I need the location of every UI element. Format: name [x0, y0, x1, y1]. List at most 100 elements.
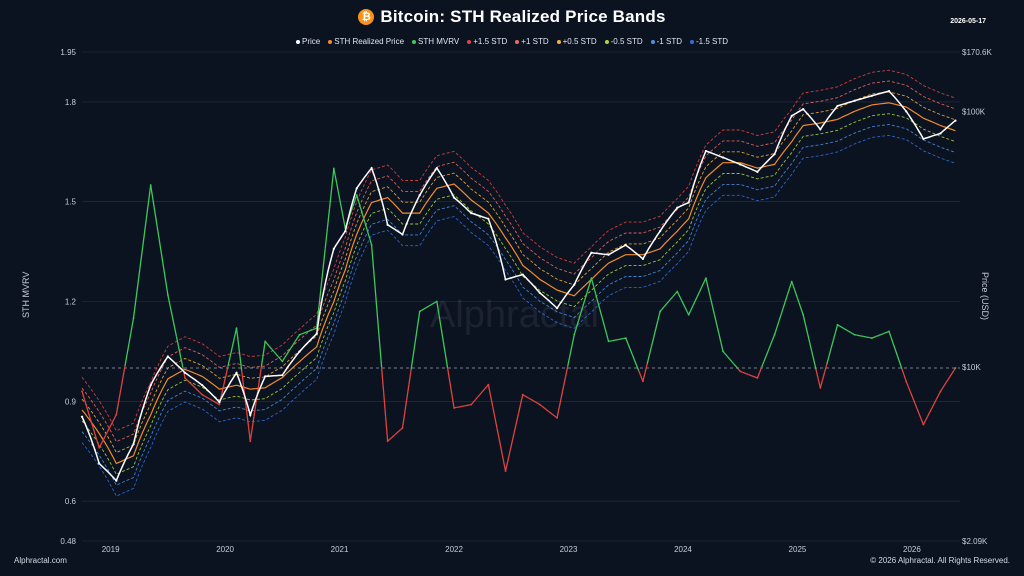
sth-mvrv-segment: [705, 278, 709, 288]
sth-mvrv-segment: [817, 378, 821, 389]
sth-mvrv-segment: [421, 308, 425, 311]
price-point: [315, 332, 318, 335]
sth-mvrv-segment: [268, 345, 273, 350]
sth-mvrv-segment: [795, 293, 799, 299]
sth-mvrv-segment: [556, 407, 560, 419]
sth-mvrv-segment: [668, 298, 672, 302]
left-axis-ticks: 1.95 1.8 1.5 1.2 0.9 0.6 0.48: [60, 48, 76, 546]
sth-mvrv-segment: [735, 365, 739, 370]
sth-mvrv-segment: [707, 287, 711, 297]
left-tick-label: 0.48: [60, 537, 76, 546]
left-tick-label: 0.9: [65, 397, 77, 406]
sth-mvrv-segment: [899, 362, 903, 370]
legend-item: STH Realized Price: [328, 37, 404, 46]
sth-mvrv-point: [521, 393, 524, 396]
legend-swatch: [515, 39, 520, 44]
sth-mvrv-segment: [590, 278, 595, 287]
sth-mvrv-segment: [231, 337, 236, 348]
sth-mvrv-segment: [680, 299, 684, 304]
sth-mvrv-segment: [533, 400, 536, 403]
sth-mvrv-segment: [519, 394, 524, 405]
legend-swatch: [650, 39, 655, 44]
sth-mvrv-segment: [188, 381, 192, 385]
sth-mvrv-segment: [949, 373, 953, 378]
sth-mvrv-segment: [477, 394, 481, 398]
sth-mvrv-point: [954, 367, 957, 369]
sth-mvrv-segment: [410, 355, 414, 370]
band-plus-1-5-std: [81, 69, 956, 432]
sth-mvrv-segment: [731, 360, 735, 365]
sth-mvrv-point: [504, 470, 507, 473]
sth-mvrv-segment: [543, 407, 547, 411]
sth-mvrv-point: [676, 290, 679, 293]
sth-mvrv-segment: [244, 398, 248, 414]
sth-mvrv-segment: [709, 296, 713, 306]
price-point: [887, 89, 891, 93]
sth-mvrv-segment: [541, 405, 545, 409]
sth-mvrv-segment: [483, 386, 487, 391]
sth-mvrv-segment: [361, 213, 365, 221]
sth-mvrv-segment: [143, 218, 148, 236]
sth-mvrv-segment: [158, 239, 163, 254]
sth-mvrv-point: [235, 327, 238, 330]
sth-mvrv-segment: [567, 355, 571, 367]
price-point: [149, 384, 152, 387]
price-point: [836, 104, 839, 108]
sth-mvrv-segment: [824, 364, 828, 373]
sth-mvrv-segment: [845, 329, 849, 332]
sth-mvrv-segment: [412, 340, 417, 356]
sth-mvrv-segment: [326, 208, 331, 229]
sth-mvrv-segment: [406, 384, 410, 399]
sth-mvrv-segment: [500, 449, 505, 461]
sth-mvrv-segment: [394, 432, 398, 436]
sth-mvrv-segment: [931, 403, 935, 409]
sth-mvrv-segment: [811, 351, 815, 361]
sth-mvrv-segment: [487, 384, 492, 396]
legend-label: +1 STD: [521, 37, 549, 46]
sth-mvrv-segment: [776, 321, 780, 329]
sth-mvrv-segment: [633, 359, 638, 366]
price-point: [905, 110, 908, 113]
sth-mvrv-point: [218, 403, 221, 406]
sth-mvrv-segment: [780, 307, 784, 315]
footer-site: Alphractal.com: [14, 556, 67, 565]
sth-mvrv-segment: [404, 398, 408, 414]
x-tick-label: 2024: [674, 545, 692, 554]
sth-mvrv-segment: [629, 348, 633, 355]
sth-mvrv-segment: [742, 371, 745, 374]
sth-mvrv-segment: [85, 405, 90, 413]
sth-mvrv-segment: [843, 327, 847, 331]
price-point: [590, 251, 593, 254]
sth-mvrv-segment: [819, 379, 824, 389]
sth-mvrv-point: [642, 380, 644, 383]
sth-mvrv-segment: [258, 366, 263, 379]
sth-mvrv-segment: [167, 294, 171, 306]
legend-swatch: [556, 39, 561, 44]
left-tick-label: 1.5: [65, 198, 77, 207]
sth-mvrv-segment: [826, 356, 830, 365]
price-point: [504, 278, 507, 281]
sth-mvrv-segment: [771, 334, 776, 341]
sth-mvrv-point: [556, 417, 558, 419]
price-point: [641, 257, 645, 260]
sth-mvrv-segment: [235, 328, 239, 343]
x-tick-label: 2023: [560, 545, 578, 554]
sth-mvrv-segment: [275, 353, 279, 357]
sth-mvrv-segment: [750, 374, 754, 377]
sth-mvrv-segment: [102, 435, 107, 440]
legend-label: -1 STD: [656, 37, 682, 46]
sth-mvrv-segment: [682, 302, 685, 307]
sth-mvrv-segment: [875, 334, 879, 338]
sth-mvrv-point: [704, 277, 707, 280]
price-point: [115, 479, 118, 482]
sth-mvrv-segment: [592, 285, 597, 295]
sth-mvrv-segment: [438, 314, 442, 329]
left-tick-label: 1.95: [60, 48, 76, 57]
sth-mvrv-segment: [416, 311, 421, 327]
sth-mvrv-segment: [828, 348, 832, 357]
legend-label: -1.5 STD: [695, 37, 728, 46]
sth-mvrv-segment: [239, 356, 243, 371]
sth-mvrv-segment: [337, 190, 341, 199]
chart-title: ₿ Bitcoin: STH Realized Price Bands: [0, 7, 1024, 27]
sth-mvrv-segment: [524, 395, 528, 398]
